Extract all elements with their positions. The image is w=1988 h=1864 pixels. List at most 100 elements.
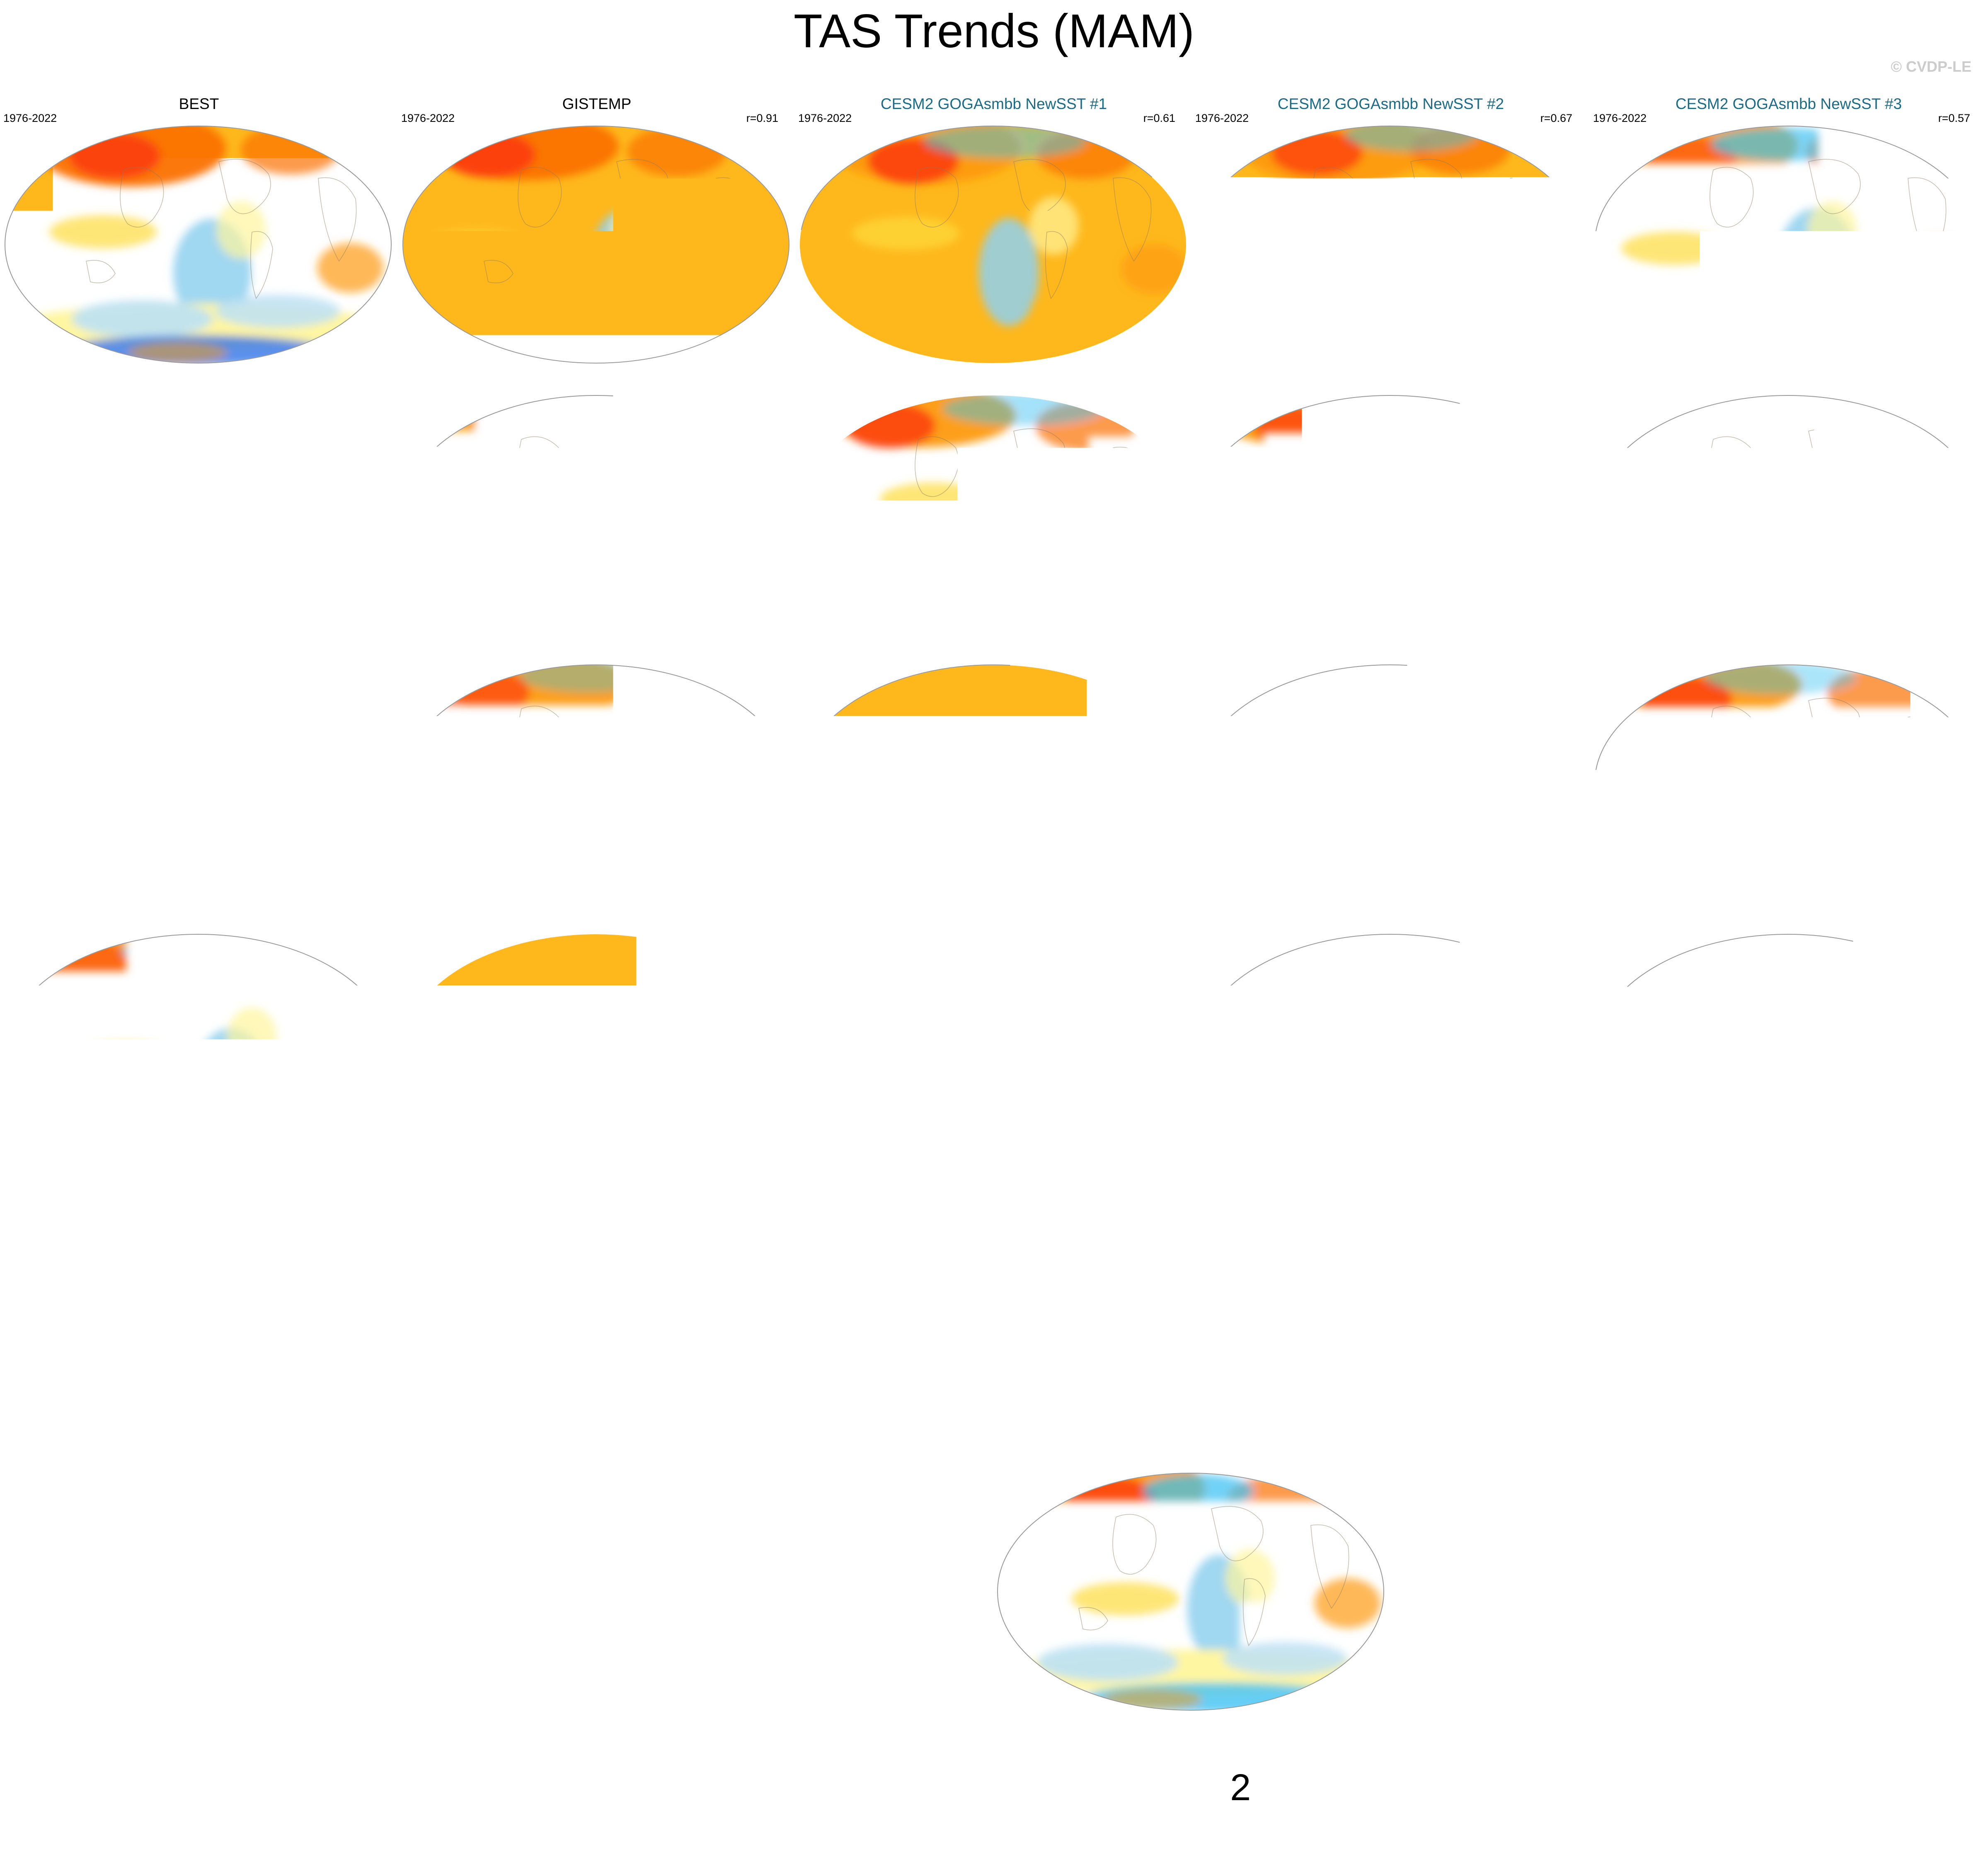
panel-title: CESM2 TOGA #6 <box>795 635 1193 650</box>
trend-map <box>401 663 791 904</box>
trend-map <box>599 1471 988 1712</box>
panel-title: CESM2 TOGA #4 <box>0 635 398 650</box>
trend-map <box>1593 1202 1983 1442</box>
trend-map <box>798 1202 1188 1442</box>
colorbar-tick-label: 0 <box>949 1769 970 1806</box>
trend-map <box>1593 394 1983 634</box>
trend-map <box>401 394 791 634</box>
colorbar-swatch <box>1135 1729 1206 1762</box>
colorbar-swatch <box>714 1729 784 1762</box>
colorbar-swatch <box>1276 1729 1346 1762</box>
colorbar-tick-label: -2 <box>662 1769 695 1806</box>
colorbar-swatch <box>503 1729 574 1762</box>
colorbar-swatch <box>1346 1729 1417 1762</box>
trend-map <box>3 1202 393 1442</box>
panel-period: 1976-2022 <box>3 113 57 124</box>
panel-correlation: r=0.18 <box>1938 652 1970 663</box>
panel-correlation: r=0.26 <box>746 921 778 932</box>
panel-period: 1980-2021 <box>599 1460 652 1471</box>
trend-map <box>401 124 791 365</box>
panel-correlation: r=0.20 <box>1938 921 1970 932</box>
panel-title: CESM2 TOGA #3 <box>1590 366 1988 381</box>
map-panel: CESM2 GOGAsmbb NewSST #1 1976-2022 r=0.61 <box>795 96 1193 361</box>
map-panel: CESM2 GOGAsmbb NewSST #4 1976-2022 r=0.56 <box>0 366 398 631</box>
units-exponent: -1 <box>1039 1809 1059 1835</box>
panel-period: 1976-2022 <box>1195 113 1249 124</box>
colorbar-swatch <box>292 1729 363 1762</box>
panel-period: 1980-2021 <box>996 1460 1049 1471</box>
colorbar-swatch <box>363 1729 433 1762</box>
panel-title: CESM2 TOGAsmbb #7 <box>1192 1174 1590 1189</box>
panel-correlation: r=0.50 <box>1143 652 1175 663</box>
panel-period: 1980-2021 <box>798 1190 852 1202</box>
panel-correlation: r=0.26 <box>1540 1190 1572 1202</box>
panel-title: CESM2 TOGA #9 <box>0 904 398 920</box>
trend-map <box>1195 663 1585 904</box>
panel-title: CESM2 TOGAsmbb #3 <box>1590 904 1988 920</box>
panel-title: CESM2 TOGAsmbb #4 <box>0 1174 398 1189</box>
colorbar-tick-label: -6 <box>381 1769 414 1806</box>
map-panel: CESM2 TOGAsmbb #4 1980-2021 r=0.31 <box>0 1174 398 1439</box>
panel-title: CESM2 TOGA #8 <box>1590 635 1988 650</box>
panel-correlation: r=0.50 <box>746 1190 778 1202</box>
trend-map <box>1593 124 1983 365</box>
panel-correlation: r=0.27 <box>1540 382 1572 393</box>
panel-correlation: r=0.56 <box>349 382 380 393</box>
panel-title: CESM2 TOGAsmbb #9 <box>596 1443 993 1459</box>
map-panel: CESM2 TOGAsmbb #9 1980-2021 r=0.11 <box>596 1443 993 1709</box>
colorbar-swatch <box>433 1729 503 1762</box>
panel-title: CESM2 GOGAsmbb NewSST #2 <box>1192 96 1590 112</box>
map-panel: CESM2 TOGA #10 1976-2019 r=0.26 <box>398 904 796 1170</box>
panel-period: 1976-2019 <box>1195 652 1249 663</box>
panel-correlation: r=0.57 <box>1938 113 1970 124</box>
panel-correlation: r=0.54 <box>1143 921 1175 932</box>
map-panel: BEST 1976-2022 <box>0 96 398 361</box>
map-panel: CESM2 TOGA #5 1976-2019 r=0.04 <box>398 635 796 900</box>
panel-period: 1976-2019 <box>798 652 852 663</box>
panel-title: GISTEMP <box>398 96 796 112</box>
panel-title: CESM2 GOGAsmbb NewSST #4 <box>0 366 398 381</box>
trend-map <box>3 663 393 904</box>
panel-correlation: r=0.50 <box>1540 652 1572 663</box>
colorbar-swatch <box>1557 1729 1627 1762</box>
panel-correlation: r=0.41 <box>349 652 380 663</box>
panel-title: CESM2 GOGAsmbb NewSST #3 <box>1590 96 1988 112</box>
trend-map <box>798 663 1188 904</box>
colorbar-tick-label: 6 <box>1511 1769 1532 1806</box>
panel-correlation: r=0.67 <box>1540 113 1572 124</box>
colorbar-swatch <box>573 1729 644 1762</box>
watermark: © CVDP-LE <box>1891 58 1971 75</box>
panel-correlation: r=0.61 <box>1143 113 1175 124</box>
panel-title: CESM2 TOGA #1 <box>795 366 1193 381</box>
panel-period: 1976-2022 <box>3 382 57 393</box>
map-panel: CESM2 TOGA #2 1976-2019 r=0.27 <box>1192 366 1590 631</box>
panel-period: 1976-2019 <box>3 652 57 663</box>
units-label: C 42yr <box>929 1809 1039 1851</box>
panel-period: 1976-2019 <box>798 382 852 393</box>
map-panel: CESM2 TOGAsmbb #8 1980-2021 r=0.33 <box>1590 1174 1988 1439</box>
panel-period: 1980-2021 <box>401 1190 455 1202</box>
panel-period: 1980-2021 <box>3 1190 57 1202</box>
colorbar-units: C 42yr-1 <box>0 1811 1988 1849</box>
colorbar-swatch <box>644 1729 714 1762</box>
trend-map <box>401 933 791 1173</box>
map-panel: CESM2 TOGAsmbb #2 1980-2021 r=0.29 <box>1192 904 1590 1170</box>
trend-map <box>798 933 1188 1173</box>
panel-title: CESM2 TOGA #2 <box>1192 366 1590 381</box>
colorbar-tick-label: -0.5 <box>787 1769 851 1806</box>
panel-period: 1976-2019 <box>1195 382 1249 393</box>
panel-period: 1976-2022 <box>401 382 455 393</box>
trend-map <box>1195 933 1585 1173</box>
map-panel: GISTEMP 1976-2022 r=0.91 <box>398 96 796 361</box>
map-panel: CESM2 GOGAsmbb NewSST #5 1976-2022 r=0.60 <box>398 366 796 631</box>
trend-map <box>1593 663 1983 904</box>
colorbar-tick-label: 4 <box>1371 1769 1391 1806</box>
panel-period: 1980-2021 <box>798 921 852 932</box>
panel-title: CESM2 TOGAsmbb #2 <box>1192 904 1590 920</box>
panel-period: 1976-2019 <box>401 652 455 663</box>
map-panel: CESM2 TOGAsmbb #6 1980-2021 r=0.29 <box>795 1174 1193 1439</box>
trend-map <box>798 394 1188 634</box>
trend-map <box>996 1471 1385 1712</box>
colorbar <box>292 1729 1697 1762</box>
panel-title: CESM2 TOGAsmbb #5 <box>398 1174 796 1189</box>
